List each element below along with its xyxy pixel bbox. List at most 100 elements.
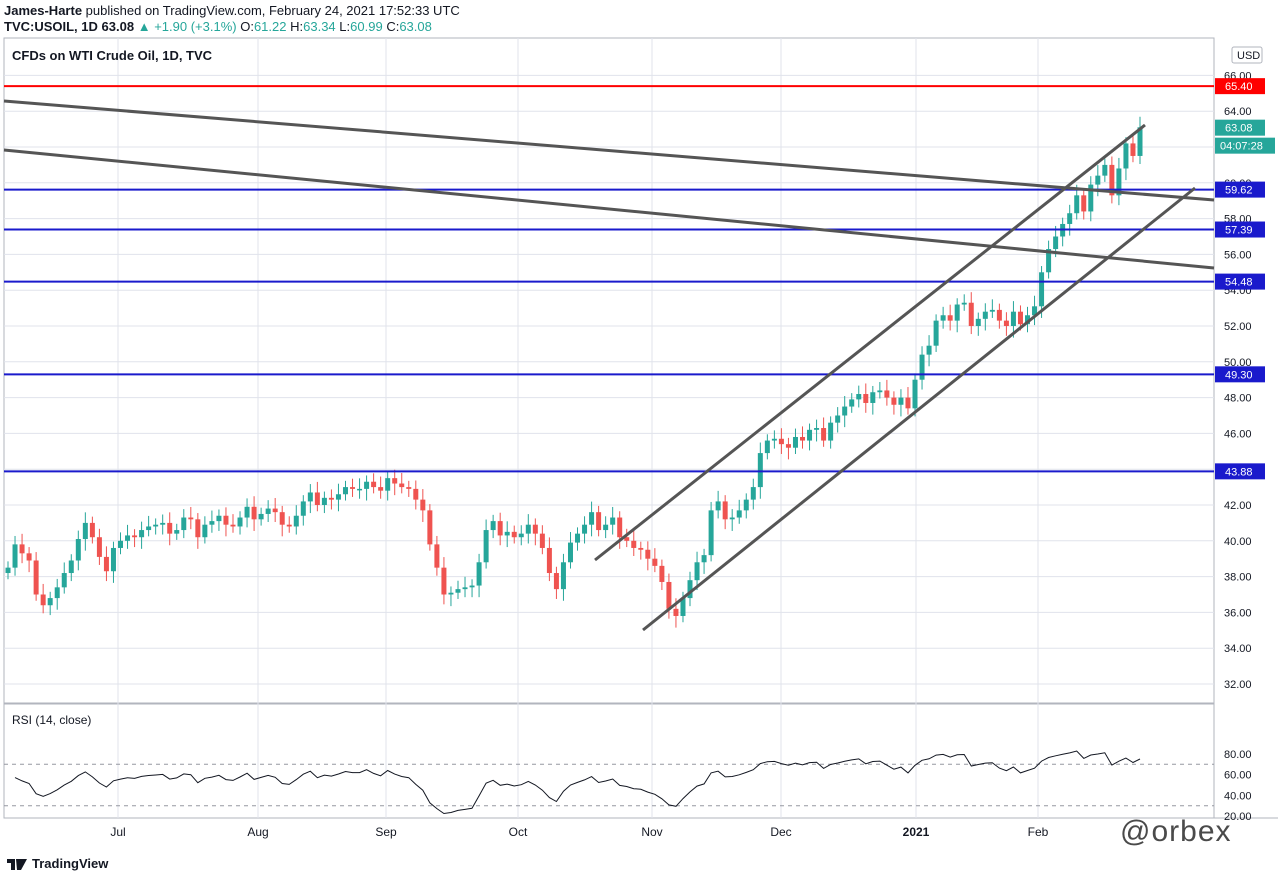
candle-body[interactable] bbox=[483, 530, 489, 563]
candle-body[interactable] bbox=[455, 589, 461, 593]
candle-body[interactable] bbox=[736, 510, 742, 518]
candle-body[interactable] bbox=[490, 521, 496, 531]
candle-body[interactable] bbox=[729, 517, 735, 520]
candle-body[interactable] bbox=[89, 522, 95, 538]
candle-body[interactable] bbox=[202, 524, 208, 538]
candle-body[interactable] bbox=[1067, 213, 1073, 224]
candle-body[interactable] bbox=[792, 436, 798, 448]
rsi-line[interactable] bbox=[14, 750, 1141, 815]
candle-body[interactable] bbox=[996, 309, 1002, 321]
price-pane[interactable] bbox=[3, 37, 1215, 704]
candle-body[interactable] bbox=[778, 438, 784, 445]
candle-body[interactable] bbox=[926, 345, 932, 355]
candle-body[interactable] bbox=[1074, 195, 1080, 214]
candle-body[interactable] bbox=[610, 517, 616, 525]
candle-body[interactable] bbox=[1025, 315, 1031, 325]
candle-body[interactable] bbox=[940, 315, 946, 321]
candle-body[interactable] bbox=[364, 481, 370, 489]
candle-body[interactable] bbox=[125, 535, 131, 541]
candle-body[interactable] bbox=[856, 394, 862, 400]
candle-body[interactable] bbox=[307, 492, 313, 502]
candle-body[interactable] bbox=[645, 549, 651, 559]
candle-body[interactable] bbox=[849, 399, 855, 407]
candle-body[interactable] bbox=[764, 440, 770, 454]
candle-body[interactable] bbox=[1123, 143, 1129, 169]
candle-body[interactable] bbox=[12, 544, 18, 568]
candle-body[interactable] bbox=[785, 444, 791, 448]
candle-body[interactable] bbox=[701, 555, 707, 563]
candle-body[interactable] bbox=[279, 512, 285, 525]
candle-body[interactable] bbox=[975, 318, 981, 326]
candle-body[interactable] bbox=[511, 531, 517, 538]
candle-body[interactable] bbox=[617, 517, 623, 538]
candle-body[interactable] bbox=[385, 478, 391, 491]
candle-body[interactable] bbox=[631, 540, 637, 548]
candle-body[interactable] bbox=[244, 506, 250, 518]
candle-body[interactable] bbox=[891, 397, 897, 405]
candle-body[interactable] bbox=[912, 379, 918, 409]
candle-body[interactable] bbox=[1116, 168, 1122, 196]
candle-body[interactable] bbox=[293, 515, 299, 527]
candle-body[interactable] bbox=[1095, 175, 1101, 185]
candle-body[interactable] bbox=[61, 573, 67, 588]
candle-body[interactable] bbox=[954, 304, 960, 321]
candle-body[interactable] bbox=[195, 519, 201, 538]
candle-body[interactable] bbox=[223, 515, 229, 525]
candle-body[interactable] bbox=[216, 515, 222, 522]
candle-body[interactable] bbox=[272, 508, 278, 513]
candle-body[interactable] bbox=[476, 562, 482, 586]
candle-body[interactable] bbox=[188, 517, 194, 520]
candle-body[interactable] bbox=[560, 562, 566, 590]
candle-body[interactable] bbox=[350, 487, 356, 489]
candle-body[interactable] bbox=[821, 428, 827, 441]
candle-body[interactable] bbox=[371, 481, 377, 488]
candle-body[interactable] bbox=[33, 560, 39, 595]
candle-body[interactable] bbox=[870, 392, 876, 403]
candle-body[interactable] bbox=[110, 547, 116, 572]
candle-body[interactable] bbox=[532, 524, 538, 534]
candle-body[interactable] bbox=[525, 524, 531, 534]
trendline[interactable] bbox=[3, 99, 1215, 202]
candle-body[interactable] bbox=[982, 311, 988, 319]
candle-body[interactable] bbox=[335, 494, 341, 500]
candle-body[interactable] bbox=[673, 608, 679, 616]
candle-body[interactable] bbox=[68, 560, 74, 574]
candle-body[interactable] bbox=[117, 540, 123, 548]
candle-body[interactable] bbox=[82, 522, 88, 540]
candle-body[interactable] bbox=[300, 501, 306, 516]
candle-body[interactable] bbox=[420, 499, 426, 511]
candle-body[interactable] bbox=[968, 302, 974, 326]
candle-body[interactable] bbox=[504, 531, 510, 536]
candle-body[interactable] bbox=[757, 453, 763, 488]
candle-body[interactable] bbox=[553, 573, 559, 590]
candle-body[interactable] bbox=[659, 565, 665, 582]
candle-body[interactable] bbox=[54, 587, 60, 599]
candle-body[interactable] bbox=[448, 592, 454, 595]
candle-body[interactable] bbox=[174, 530, 180, 534]
candle-body[interactable] bbox=[961, 302, 967, 305]
candle-body[interactable] bbox=[807, 429, 813, 441]
trendline[interactable] bbox=[594, 123, 1146, 562]
candle-body[interactable] bbox=[251, 506, 257, 520]
rsi-pane[interactable] bbox=[3, 703, 1215, 819]
candle-body[interactable] bbox=[666, 581, 672, 609]
candle-body[interactable] bbox=[546, 547, 552, 574]
candle-body[interactable] bbox=[750, 487, 756, 500]
candle-body[interactable] bbox=[342, 487, 348, 495]
candle-body[interactable] bbox=[947, 315, 953, 321]
candle-body[interactable] bbox=[1039, 272, 1045, 307]
candle-body[interactable] bbox=[1081, 195, 1087, 212]
candle-body[interactable] bbox=[1130, 143, 1136, 156]
candle-body[interactable] bbox=[441, 567, 447, 595]
candle-body[interactable] bbox=[575, 533, 581, 543]
candle-body[interactable] bbox=[800, 436, 806, 441]
candle-body[interactable] bbox=[26, 553, 32, 561]
candle-body[interactable] bbox=[814, 428, 820, 430]
candle-body[interactable] bbox=[167, 522, 173, 534]
candle-body[interactable] bbox=[596, 512, 602, 531]
candle-body[interactable] bbox=[582, 524, 588, 534]
candle-body[interactable] bbox=[1109, 164, 1115, 196]
candle-body[interactable] bbox=[680, 598, 686, 616]
candle-body[interactable] bbox=[286, 524, 292, 527]
candle-body[interactable] bbox=[715, 501, 721, 511]
